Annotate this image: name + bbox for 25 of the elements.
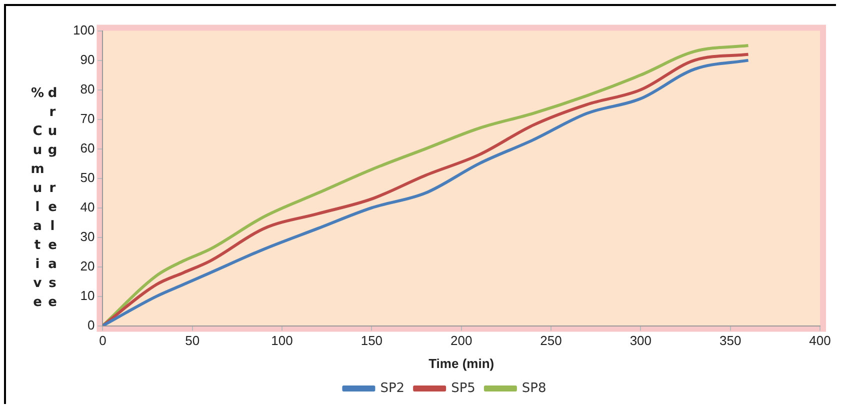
x-tick-label: 100 xyxy=(271,333,293,348)
x-tick-label: 350 xyxy=(719,333,742,348)
x-tick-label: 400 xyxy=(809,333,831,348)
y-tick-label: 30 xyxy=(80,228,95,244)
x-axis-title: Time (min) xyxy=(428,356,494,371)
y-tick-label: 40 xyxy=(80,199,95,214)
legend-label: SP8 xyxy=(522,380,546,396)
y-tick-label: 10 xyxy=(80,288,95,303)
y-tick-label: 60 xyxy=(80,140,95,156)
x-tick-label: 300 xyxy=(630,333,652,348)
y-tick-label: 50 xyxy=(80,170,95,185)
y-tick-label: 80 xyxy=(80,81,95,96)
y-tick-label: 90 xyxy=(80,52,95,67)
x-tick-label: 50 xyxy=(185,333,200,348)
x-tick-label: 0 xyxy=(99,333,106,348)
x-tick-label: 250 xyxy=(540,333,562,348)
y-tick-label: 20 xyxy=(80,258,95,274)
y-tick-label: 100 xyxy=(72,22,95,38)
y-axis-title: % Cumulative drug release xyxy=(30,86,60,316)
y-tick-label: 70 xyxy=(80,110,95,126)
y-tick-label: 0 xyxy=(87,317,95,332)
legend-label: SP2 xyxy=(380,380,405,396)
legend-label: SP5 xyxy=(451,380,476,396)
x-tick-label: 150 xyxy=(360,333,383,348)
x-tick-label: 200 xyxy=(450,333,472,348)
